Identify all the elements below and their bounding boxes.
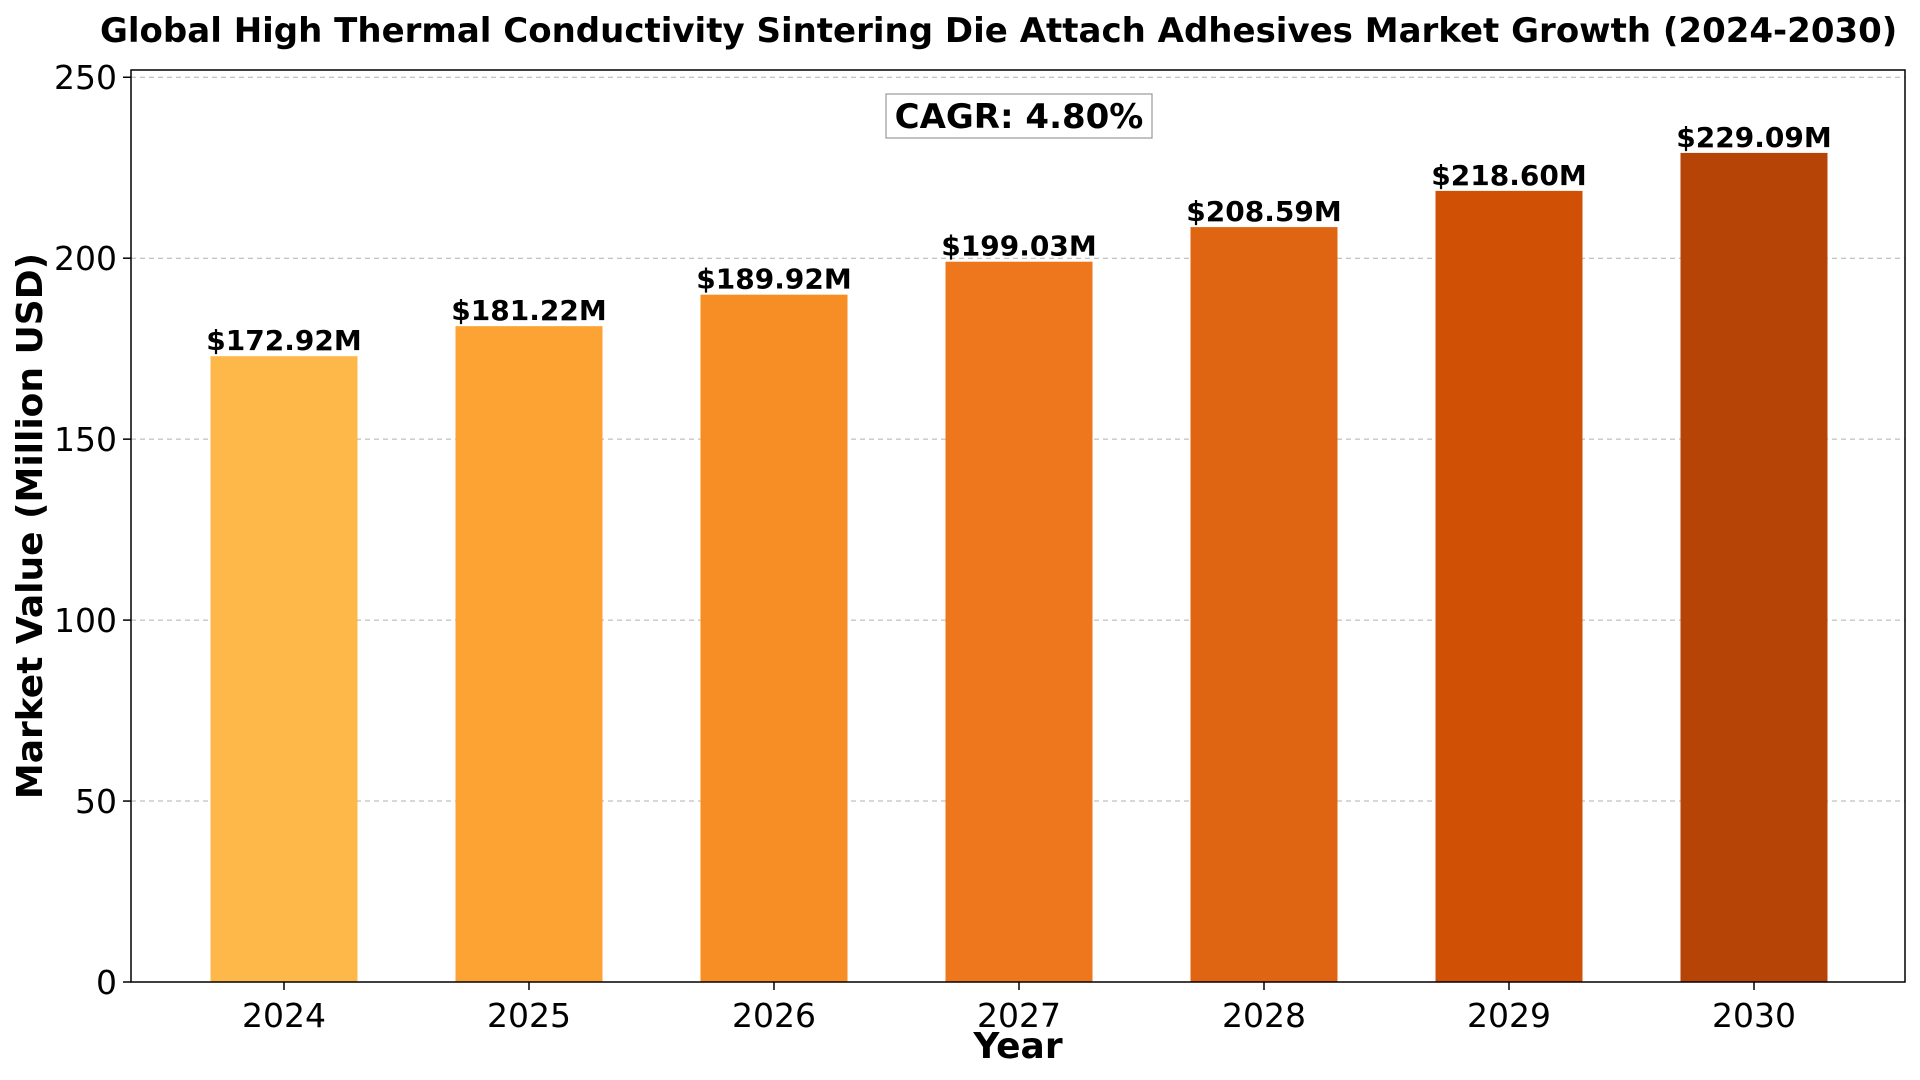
bar-value-label: $218.60M	[1431, 159, 1586, 192]
bar-2028	[1190, 227, 1338, 983]
y-tick-label: 200	[54, 239, 117, 278]
bar-value-label: $189.92M	[696, 263, 851, 296]
bar-value-label: $208.59M	[1186, 195, 1341, 228]
bar-2024	[210, 356, 358, 982]
cagr-annotation: CAGR: 4.80%	[885, 93, 1153, 139]
y-tick-label: 150	[54, 420, 117, 459]
cagr-text: CAGR: 4.80%	[895, 97, 1144, 137]
y-tick-label: 50	[75, 782, 117, 821]
y-tick-label: 100	[54, 601, 117, 640]
x-axis-ticks: 2024 2025 2026 2027 2028 2029 2030	[242, 982, 1796, 1035]
x-tick-label: 2024	[242, 996, 326, 1035]
x-tick-label: 2028	[1222, 996, 1306, 1035]
bar-value-label: $172.92M	[206, 324, 361, 357]
y-axis-ticks: 0 50 100 150 200 250	[54, 58, 131, 1002]
x-tick-label: 2027	[977, 996, 1061, 1035]
y-tick-label: 250	[54, 58, 117, 97]
bar-2029	[1435, 190, 1583, 982]
x-tick-label: 2026	[732, 996, 816, 1035]
bars	[210, 152, 1828, 983]
cagr-box	[885, 93, 1153, 139]
plot-frame	[130, 69, 1906, 983]
bar-2027	[945, 261, 1093, 983]
bar-value-label: $199.03M	[941, 230, 1096, 263]
x-tick-label: 2029	[1467, 996, 1551, 1035]
bar-value-label: $181.22M	[451, 294, 606, 327]
bar-value-label: $229.09M	[1676, 121, 1831, 154]
chart-title: Global High Thermal Conductivity Sinteri…	[100, 11, 1897, 51]
x-axis-label: Year	[972, 1026, 1062, 1067]
bar-value-labels: $172.92M $181.22M $189.92M $199.03M $208.59M…	[206, 121, 1831, 357]
bar-2030	[1680, 152, 1828, 983]
y-axis-label: Market Value (Million USD)	[10, 253, 51, 799]
x-tick-label: 2030	[1712, 996, 1796, 1035]
bar-2026	[700, 294, 848, 982]
y-tick-label: 0	[96, 963, 117, 1002]
x-tick-label: 2025	[487, 996, 571, 1035]
bar-2025	[455, 326, 603, 982]
